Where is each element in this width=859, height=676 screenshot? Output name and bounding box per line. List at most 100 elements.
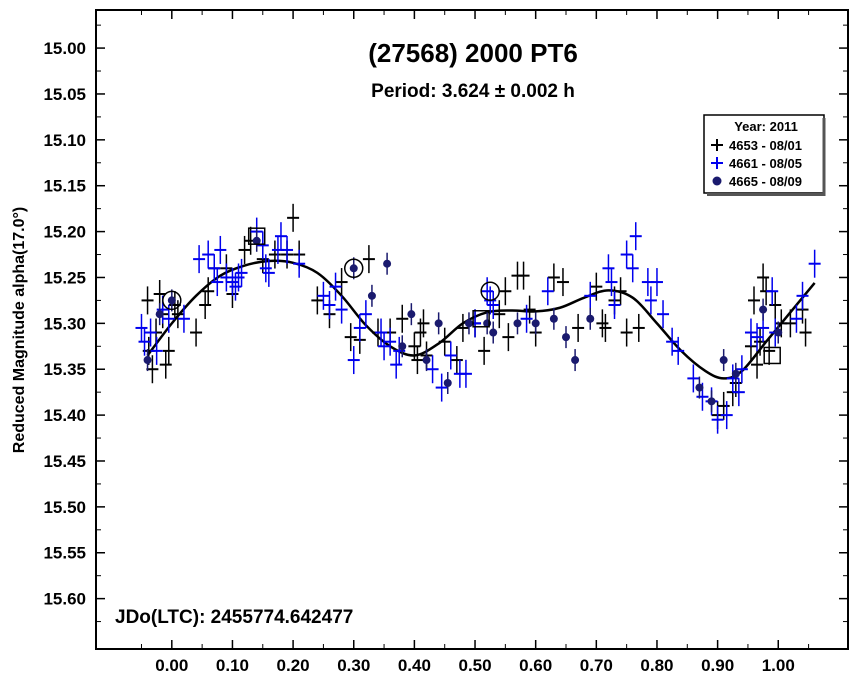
y-tick-label: 15.05 bbox=[43, 85, 86, 104]
data-point-cross bbox=[411, 346, 424, 375]
data-point-dot bbox=[407, 303, 416, 326]
data-point-cross bbox=[417, 309, 430, 338]
data-point-dot bbox=[464, 312, 473, 335]
data-point-cross bbox=[614, 277, 627, 306]
data-point-cross bbox=[287, 203, 300, 232]
data-point-cross bbox=[293, 249, 306, 278]
x-tick-label: 0.60 bbox=[519, 656, 552, 675]
data-point-cross bbox=[754, 327, 767, 356]
data-point-dot bbox=[759, 298, 768, 321]
y-tick-label: 15.40 bbox=[43, 406, 86, 425]
y-tick-label: 15.15 bbox=[43, 177, 86, 196]
data-point-cross bbox=[766, 277, 779, 306]
x-tick-label: 0.20 bbox=[277, 656, 310, 675]
x-tick-label: 0.40 bbox=[398, 656, 431, 675]
data-point-cross bbox=[268, 240, 281, 269]
data-point-cross bbox=[751, 323, 764, 352]
data-point-cross bbox=[502, 323, 515, 352]
data-point-cross bbox=[199, 291, 212, 320]
data-point-cross bbox=[177, 304, 190, 333]
data-point-cross bbox=[311, 286, 324, 315]
data-point-cross bbox=[590, 272, 603, 301]
data-point-cross bbox=[362, 245, 375, 274]
data-point-dot bbox=[252, 229, 261, 252]
chart-subtitle: Period: 3.624 ± 0.002 h bbox=[371, 81, 575, 102]
plot-frame bbox=[95, 9, 849, 650]
data-point-dot bbox=[383, 252, 392, 275]
data-point-dot bbox=[531, 312, 540, 335]
data-point-cross bbox=[672, 336, 685, 365]
data-point-cross bbox=[335, 295, 348, 324]
data-point-cross bbox=[135, 313, 148, 342]
data-point-cross bbox=[256, 231, 269, 260]
data-point-dot bbox=[774, 321, 783, 344]
fit-curve-line bbox=[146, 259, 816, 380]
data-point-cross bbox=[232, 263, 245, 292]
data-point-cross bbox=[274, 222, 287, 251]
marker-open-square bbox=[472, 310, 490, 328]
data-point-cross bbox=[632, 313, 645, 342]
y-tick-label: 15.10 bbox=[43, 131, 86, 150]
y-tick-label: 15.35 bbox=[43, 360, 86, 379]
fit-curve bbox=[146, 259, 816, 380]
data-point-cross bbox=[620, 318, 633, 347]
data-point-cross bbox=[438, 327, 451, 356]
x-tick-label: 0.00 bbox=[155, 656, 188, 675]
data-point-cross bbox=[384, 327, 397, 356]
data-point-cross bbox=[487, 291, 500, 320]
data-point-dot bbox=[513, 312, 522, 335]
data-point-cross bbox=[493, 300, 506, 329]
data-point-cross bbox=[450, 346, 463, 375]
data-point-cross bbox=[808, 249, 821, 278]
data-point-cross bbox=[238, 235, 251, 264]
data-point-cross bbox=[235, 258, 248, 287]
data-point-cross bbox=[711, 405, 724, 434]
data-point-cross bbox=[790, 304, 803, 333]
data-point-cross bbox=[190, 318, 203, 347]
data-point-cross bbox=[748, 286, 760, 315]
data-point-dot bbox=[549, 307, 558, 330]
data-point-cross bbox=[214, 235, 227, 264]
y-tick-label: 15.25 bbox=[43, 268, 86, 287]
marker-open-square bbox=[763, 346, 781, 365]
data-point-cross bbox=[608, 291, 621, 320]
data-point-dot bbox=[489, 321, 498, 344]
y-tick-label: 15.00 bbox=[43, 39, 86, 58]
y-axis-label: Reduced Magnitude alpha(17.0°) bbox=[11, 207, 28, 453]
data-point-cross bbox=[796, 281, 809, 310]
data-point-cross bbox=[459, 359, 472, 388]
data-point-cross bbox=[444, 341, 457, 370]
data-point-cross bbox=[602, 254, 615, 283]
data-point-cross bbox=[599, 313, 612, 342]
data-point-cross bbox=[317, 281, 330, 310]
marker-open-circle bbox=[162, 290, 182, 311]
data-point-cross bbox=[435, 373, 448, 402]
data-point-cross bbox=[146, 355, 159, 384]
data-point-dot bbox=[422, 349, 431, 372]
data-point-cross bbox=[396, 304, 409, 333]
data-point-cross bbox=[262, 258, 275, 287]
data-point-dot bbox=[571, 349, 580, 372]
legend-entry-4665: 4665 - 08/09 bbox=[729, 174, 802, 189]
legend-marker-navy-dot bbox=[712, 176, 722, 186]
data-point-cross bbox=[732, 378, 745, 407]
data-point-dot bbox=[398, 335, 407, 358]
data-point-dot bbox=[167, 289, 176, 312]
legend-box bbox=[703, 114, 825, 194]
data-point-cross bbox=[359, 300, 372, 329]
data-point-cross bbox=[211, 268, 224, 297]
legend-title: Year: 2011 bbox=[734, 119, 798, 134]
data-point-cross bbox=[159, 350, 172, 379]
x-tick-label: 0.70 bbox=[580, 656, 613, 675]
data-point-cross bbox=[520, 304, 533, 333]
data-point-cross bbox=[517, 261, 530, 290]
data-point-cross bbox=[408, 332, 421, 361]
x-tick-label: 0.90 bbox=[701, 656, 734, 675]
data-point-cross bbox=[650, 268, 663, 297]
y-tick-label: 15.45 bbox=[43, 452, 86, 471]
data-point-cross bbox=[763, 336, 776, 365]
data-point-cross bbox=[735, 355, 748, 384]
data-point-dot bbox=[349, 257, 358, 280]
data-point-cross bbox=[666, 327, 679, 356]
